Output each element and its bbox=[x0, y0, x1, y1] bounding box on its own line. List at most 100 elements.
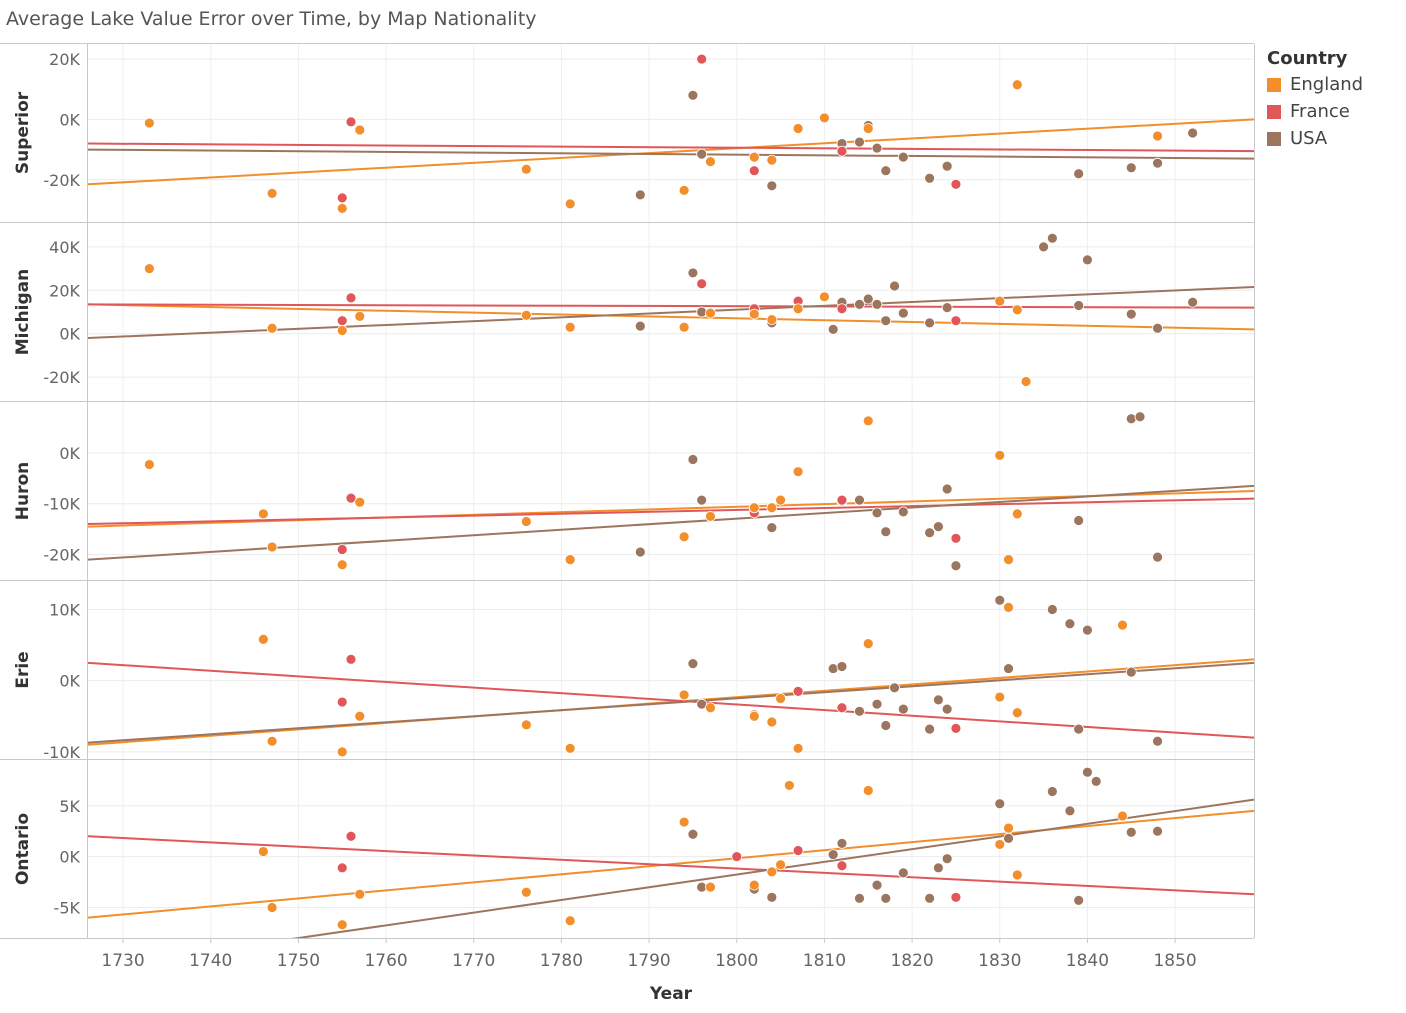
data-point-england bbox=[705, 307, 716, 319]
x-tick-label: 1730 bbox=[101, 951, 144, 971]
data-point-usa bbox=[994, 594, 1006, 606]
x-tick-label: 1840 bbox=[1066, 951, 1109, 971]
data-point-england bbox=[1011, 304, 1023, 316]
data-point-england bbox=[775, 859, 786, 871]
data-point-usa bbox=[1125, 413, 1137, 425]
data-point-usa bbox=[871, 879, 883, 891]
data-point-england bbox=[1003, 554, 1014, 566]
legend-item-france[interactable]: France bbox=[1267, 98, 1363, 125]
data-point-france bbox=[345, 830, 357, 842]
data-point-england bbox=[336, 559, 348, 571]
x-tick-label: 1810 bbox=[803, 951, 846, 971]
data-point-england bbox=[748, 710, 760, 722]
panel-label-erie: Erie bbox=[13, 651, 33, 688]
data-point-england bbox=[564, 198, 576, 210]
legend-item-usa[interactable]: USA bbox=[1267, 125, 1363, 152]
data-point-usa bbox=[854, 705, 865, 717]
data-point-usa bbox=[897, 151, 909, 163]
data-point-england bbox=[354, 710, 366, 722]
data-point-usa bbox=[1073, 168, 1085, 180]
data-point-england bbox=[766, 502, 778, 514]
data-point-england bbox=[678, 816, 690, 828]
data-point-usa bbox=[941, 703, 953, 715]
data-point-usa bbox=[871, 507, 883, 519]
data-point-usa bbox=[766, 891, 778, 903]
data-point-usa bbox=[1090, 775, 1102, 787]
data-point-england bbox=[766, 866, 778, 878]
panel-label-michigan: Michigan bbox=[13, 269, 33, 356]
data-point-england bbox=[1117, 810, 1128, 822]
data-point-usa bbox=[1134, 411, 1146, 423]
data-point-france bbox=[792, 845, 804, 856]
data-point-usa bbox=[941, 302, 953, 314]
data-point-england bbox=[1011, 79, 1023, 91]
data-point-usa bbox=[880, 720, 892, 731]
data-point-usa bbox=[871, 698, 883, 710]
data-point-usa bbox=[1073, 723, 1085, 735]
panel-superior: 20K 0K -20K Superior bbox=[0, 50, 1254, 223]
legend: Country England France USA bbox=[1267, 48, 1363, 152]
data-point-england bbox=[520, 163, 532, 175]
data-point-england bbox=[792, 303, 804, 315]
data-point-usa bbox=[924, 892, 936, 904]
data-point-england bbox=[257, 846, 269, 857]
data-point-england bbox=[354, 310, 366, 322]
y-tick-label: 0K bbox=[59, 444, 80, 463]
data-point-usa bbox=[836, 838, 848, 849]
data-point-england bbox=[266, 902, 278, 913]
data-point-usa bbox=[862, 293, 874, 305]
data-point-england bbox=[862, 415, 874, 427]
data-point-england bbox=[819, 112, 830, 124]
data-point-france bbox=[950, 178, 962, 190]
x-tick-label: 1830 bbox=[978, 951, 1021, 971]
data-point-france bbox=[345, 653, 357, 665]
data-point-england bbox=[1117, 619, 1128, 631]
legend-swatch-france bbox=[1267, 104, 1281, 119]
y-tick-label: 20K bbox=[49, 50, 80, 69]
data-point-usa bbox=[1187, 296, 1199, 308]
panel-marks bbox=[88, 594, 1254, 758]
data-point-usa bbox=[1082, 766, 1093, 778]
data-point-france bbox=[748, 165, 760, 177]
data-point-england bbox=[766, 314, 778, 325]
data-point-usa bbox=[924, 527, 936, 539]
data-point-france bbox=[950, 532, 962, 544]
data-point-usa bbox=[1125, 666, 1137, 678]
data-point-usa bbox=[836, 661, 848, 672]
data-point-england bbox=[748, 151, 760, 163]
data-point-usa bbox=[941, 160, 953, 172]
data-point-usa bbox=[1152, 825, 1163, 837]
panel-label-superior: Superior bbox=[13, 91, 33, 174]
data-point-usa bbox=[932, 521, 944, 532]
data-point-france bbox=[950, 722, 962, 734]
data-point-usa bbox=[932, 694, 944, 706]
data-point-france bbox=[696, 53, 708, 65]
data-point-usa bbox=[634, 546, 646, 558]
data-point-england bbox=[336, 746, 348, 758]
data-point-france bbox=[836, 303, 848, 315]
data-point-usa bbox=[687, 267, 699, 279]
legend-item-england[interactable]: England bbox=[1267, 71, 1363, 98]
panel-michigan: 40K 20K 0K -20K Michigan bbox=[0, 232, 1254, 402]
data-point-england bbox=[775, 693, 786, 704]
data-point-usa bbox=[897, 703, 909, 715]
panel-marks bbox=[88, 766, 1254, 938]
data-point-usa bbox=[1187, 127, 1199, 139]
y-tick-label: -10K bbox=[43, 743, 80, 762]
trend-line-france bbox=[88, 142, 1254, 153]
data-point-usa bbox=[766, 522, 778, 534]
data-point-england bbox=[994, 691, 1006, 703]
trend-line-usa bbox=[88, 661, 1254, 744]
data-point-england bbox=[520, 719, 532, 731]
data-point-england bbox=[705, 511, 716, 522]
data-point-usa bbox=[897, 506, 909, 518]
data-point-usa bbox=[766, 180, 778, 192]
legend-label-france: France bbox=[1290, 101, 1350, 122]
x-tick-label: 1750 bbox=[277, 951, 320, 971]
panel-huron: 0K -10K -20K Huron bbox=[0, 411, 1254, 581]
data-point-england bbox=[775, 494, 786, 506]
y-tick-label: 0K bbox=[59, 672, 80, 691]
data-point-france bbox=[336, 862, 348, 874]
data-point-france bbox=[836, 860, 848, 872]
